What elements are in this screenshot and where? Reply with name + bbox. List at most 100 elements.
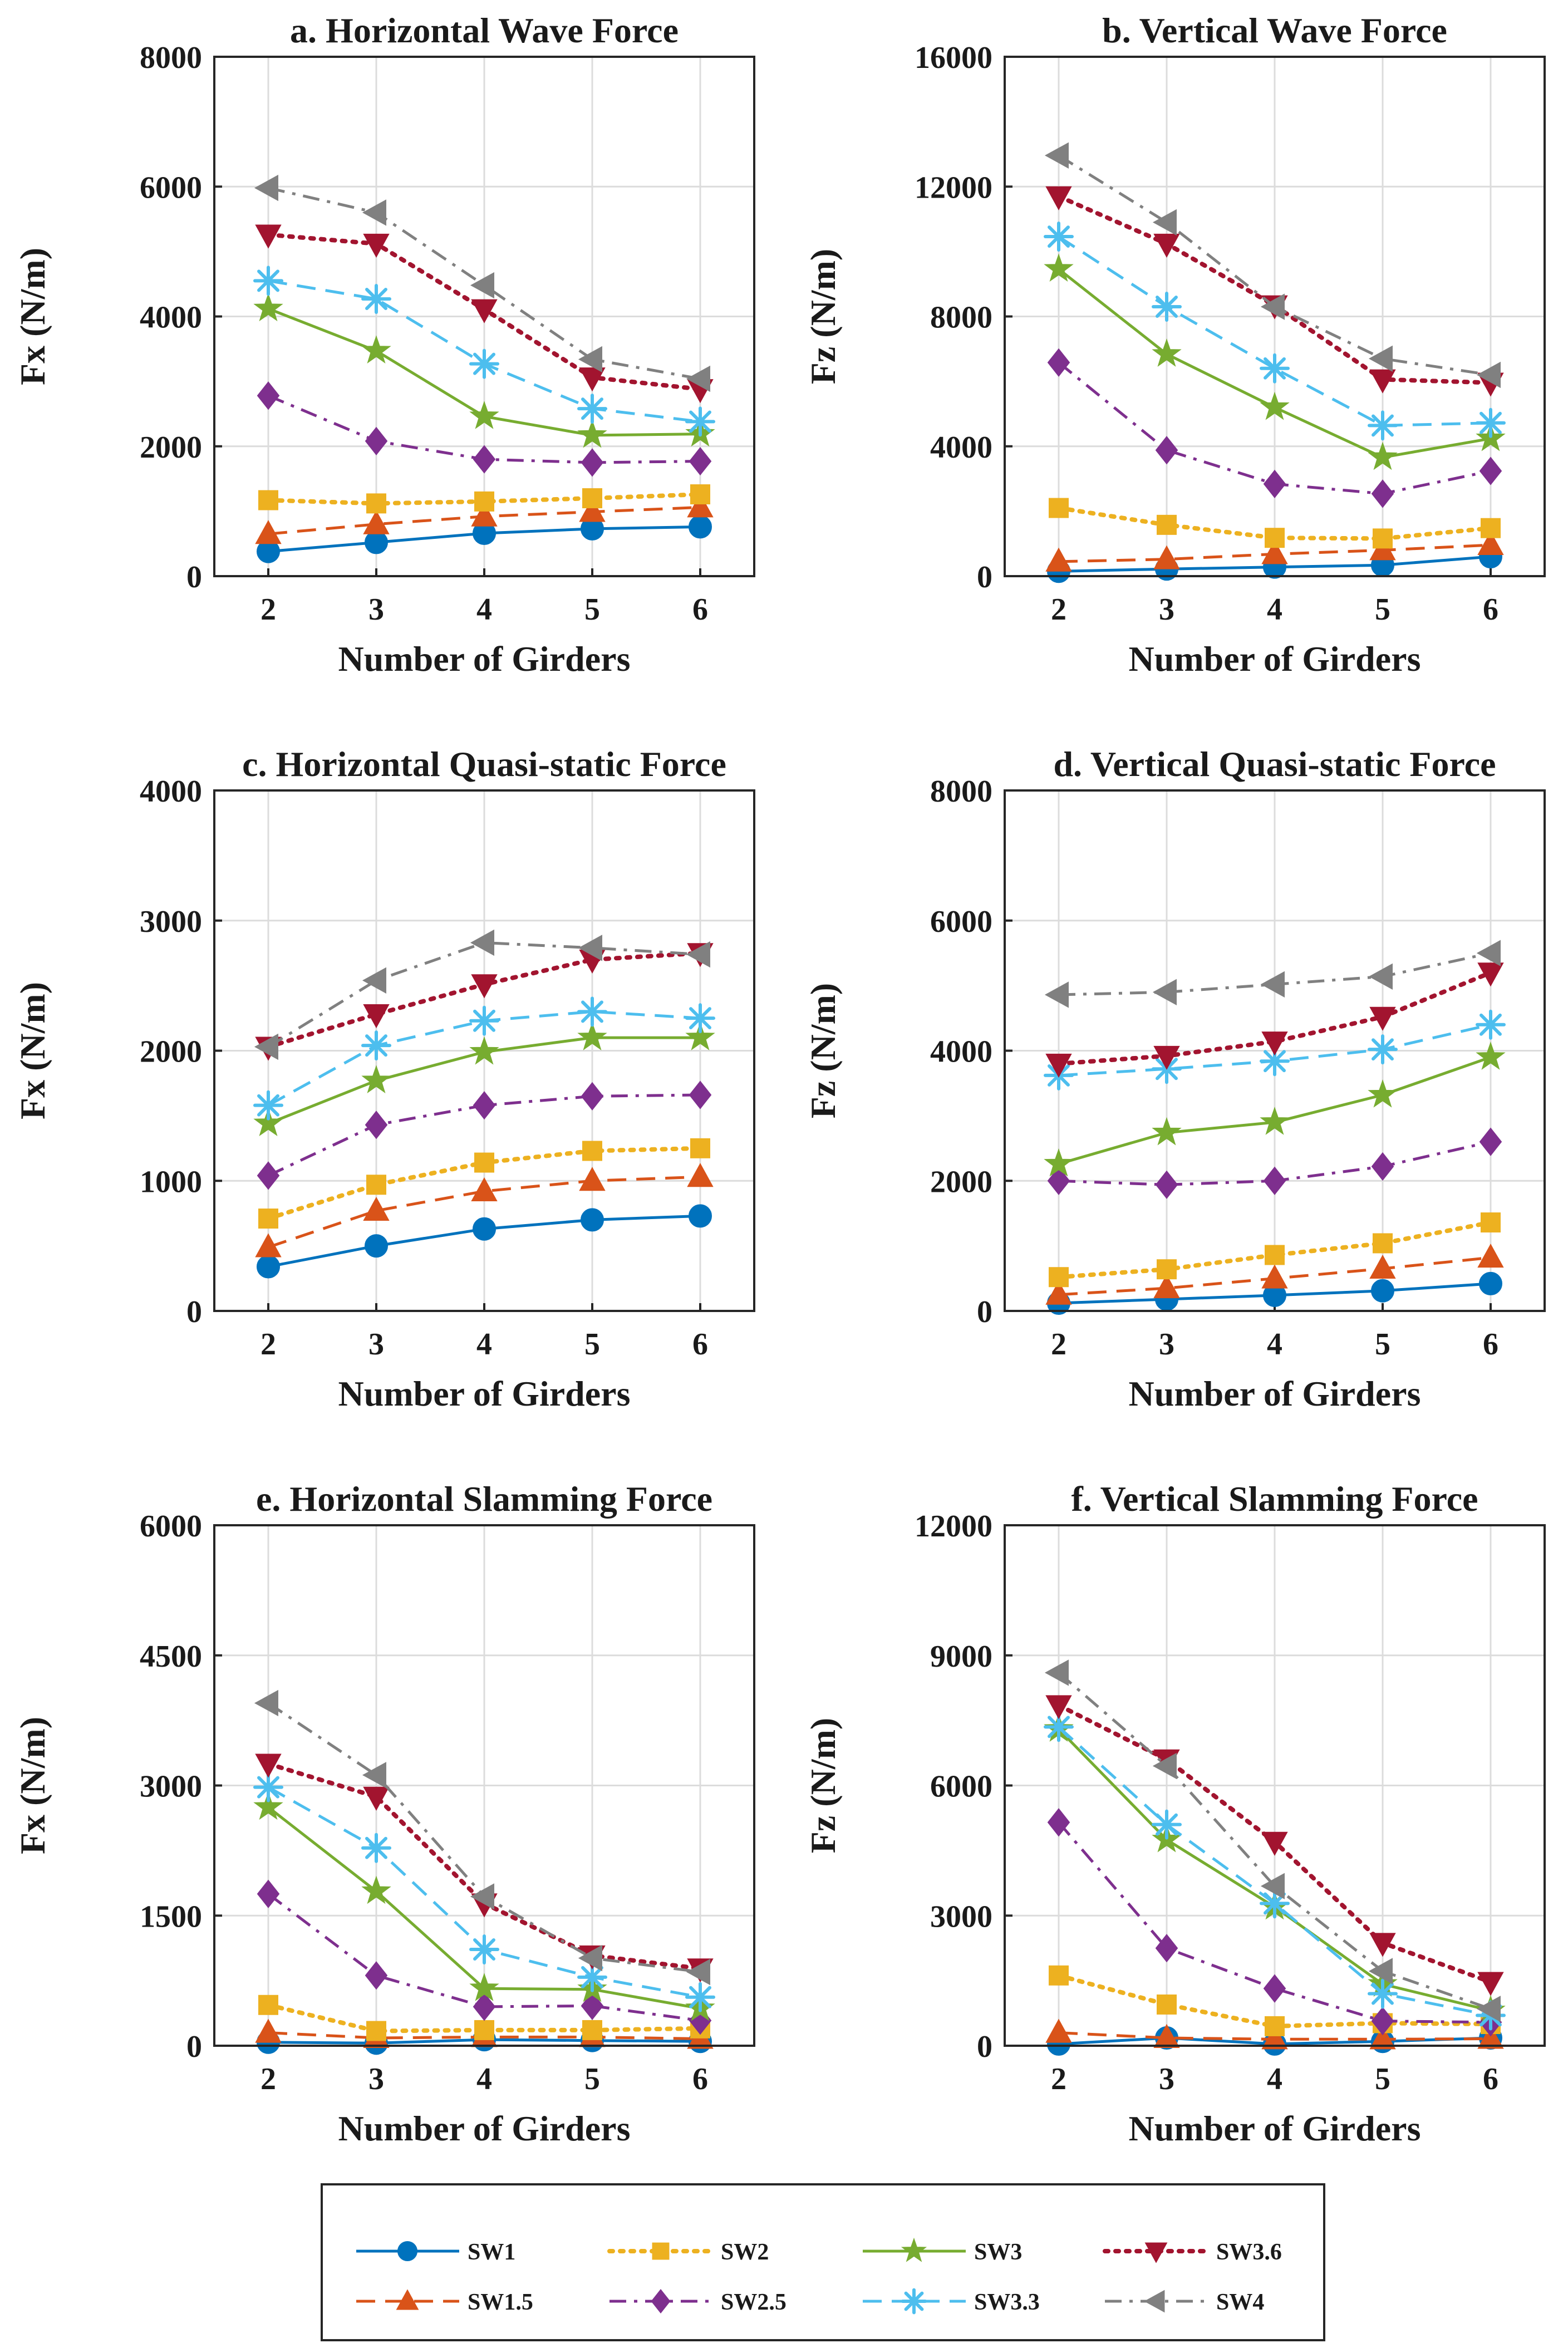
series-SW1 [257, 515, 712, 563]
data-point [577, 1962, 607, 1992]
panel-2: 2 3 4 5 6 0 4000 8000 12000 16000 b. Vertical Wave… [803, 11, 1546, 679]
chart-title: d. Vertical Quasi-static Force [1053, 744, 1496, 784]
data-point [685, 1003, 715, 1034]
y-tick-label: 12000 [915, 1509, 992, 1544]
y-tick-label: 1000 [140, 1165, 202, 1199]
data-point [1476, 1009, 1506, 1040]
data-point [361, 1875, 391, 1904]
legend-label: SW2.5 [721, 2290, 787, 2315]
data-point [579, 498, 606, 522]
y-tick-label: 2000 [140, 1035, 202, 1069]
data-point [1368, 1958, 1393, 1984]
data-point [1044, 222, 1074, 252]
data-point [469, 1934, 499, 1965]
data-point [471, 299, 498, 323]
data-point [471, 974, 498, 999]
series-SW2.5 [1047, 348, 1502, 508]
y-tick-label: 0 [186, 2030, 202, 2064]
data-point [471, 1177, 498, 1201]
data-point [365, 426, 388, 456]
x-tick-label: 4 [476, 1327, 492, 1362]
data-point [1155, 1170, 1178, 1199]
data-point [1368, 345, 1393, 372]
data-point [1260, 293, 1285, 320]
series-line [1056, 505, 1493, 541]
series-SW3.6 [255, 224, 714, 404]
data-point [1479, 1271, 1502, 1295]
data-point [365, 1234, 388, 1258]
data-point [257, 1255, 280, 1279]
x-tick-label: 3 [368, 1327, 384, 1362]
series-SW2.5 [257, 1080, 712, 1190]
data-point [1263, 1974, 1286, 2003]
data-point [1044, 1659, 1069, 1686]
series-SW4 [1044, 1659, 1501, 2022]
x-tick-label: 5 [584, 2062, 600, 2096]
data-point [470, 272, 494, 299]
x-tick-label: 3 [368, 592, 384, 627]
chart-title: b. Vertical Wave Force [1102, 11, 1447, 50]
series-SW1.5 [1045, 1244, 1504, 1305]
y-tick-label: 0 [977, 2030, 992, 2064]
data-point [1368, 441, 1398, 470]
y-axis-label: Fz (N/m) [803, 1718, 843, 1853]
x-tick-label: 5 [1375, 2062, 1390, 2096]
data-point [258, 490, 278, 510]
y-tick-label: 3000 [140, 905, 202, 939]
legend-label: SW3.3 [974, 2290, 1040, 2315]
data-point [255, 1753, 282, 1778]
y-tick-label: 9000 [930, 1639, 992, 1674]
data-point [1152, 979, 1177, 1006]
y-tick-label: 4500 [140, 1639, 202, 1674]
y-axis-label: Fz (N/m) [803, 983, 843, 1118]
data-point [1261, 1031, 1288, 1056]
data-point [362, 967, 386, 994]
data-point [1369, 2025, 1396, 2050]
data-point [1265, 1245, 1285, 1265]
data-point [361, 284, 391, 315]
y-tick-label: 6000 [930, 1770, 992, 1804]
data-point [254, 174, 278, 202]
data-point [1476, 940, 1501, 966]
plot-frame [1004, 56, 1546, 577]
x-axis-label: Number of Girders [1129, 2109, 1421, 2148]
series-SW1 [257, 1204, 712, 1279]
y-tick-label: 1500 [140, 1899, 202, 1934]
y-tick-label: 4000 [140, 774, 202, 809]
data-point [1153, 2023, 1180, 2048]
plot-frame [1004, 789, 1546, 1312]
data-point [1155, 436, 1178, 465]
x-tick-label: 4 [476, 2062, 492, 2096]
data-point [1045, 1695, 1072, 1720]
data-point [257, 1879, 280, 1908]
series-SW4 [254, 174, 710, 392]
series-SW1.5 [255, 1163, 714, 1257]
data-point [474, 491, 494, 512]
series-line [1056, 1220, 1493, 1280]
series-SW4 [254, 1689, 710, 1986]
x-tick-label: 2 [1051, 1327, 1066, 1362]
data-point [1261, 2025, 1288, 2050]
data-point [363, 1004, 390, 1029]
legend-label: SW1.5 [468, 2290, 533, 2315]
data-point [1152, 338, 1182, 367]
data-point [689, 1204, 712, 1228]
data-point [366, 493, 386, 514]
x-tick-label: 6 [692, 592, 708, 627]
data-point [1049, 1267, 1069, 1288]
data-point [473, 445, 496, 474]
y-tick-label: 4000 [930, 430, 992, 465]
data-point [257, 1161, 280, 1190]
data-point [1260, 1107, 1290, 1135]
y-tick-label: 8000 [930, 301, 992, 335]
series-SW1.5 [1045, 2018, 1504, 2050]
series-SW2.5 [1047, 1808, 1502, 2037]
y-tick-label: 4000 [140, 301, 202, 335]
data-point [581, 1082, 604, 1111]
panel-3: 2 3 4 5 6 0 1000 2000 3000 4000 c. Horizontal Quas… [13, 744, 755, 1413]
x-tick-label: 6 [692, 2062, 708, 2096]
series-SW4 [254, 929, 710, 1060]
data-point [1481, 1212, 1501, 1233]
data-point [1157, 514, 1177, 535]
legend-entry-SW2.5: SW2.5 [609, 2288, 787, 2315]
